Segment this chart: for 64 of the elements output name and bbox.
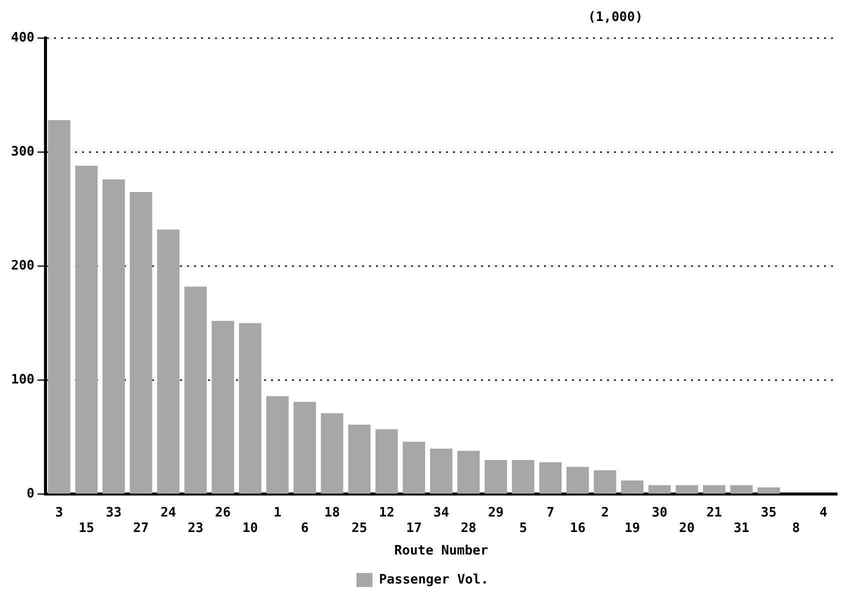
bar xyxy=(348,424,371,494)
x-tick-label: 35 xyxy=(760,505,777,520)
x-tick-label: 21 xyxy=(706,505,722,520)
bar xyxy=(184,286,207,494)
bar xyxy=(157,230,180,494)
x-tick-label: 29 xyxy=(488,505,504,520)
bar xyxy=(539,462,562,494)
bar xyxy=(702,485,726,494)
x-tick-label: 16 xyxy=(570,520,586,536)
bar xyxy=(212,320,234,494)
y-tick-label: 400 xyxy=(10,30,35,46)
y-tick-label: 0 xyxy=(26,486,35,502)
x-tick-label: 31 xyxy=(734,520,750,536)
bar xyxy=(402,442,426,494)
x-tick-label: 1 xyxy=(274,505,282,520)
x-tick-label: 17 xyxy=(406,520,422,536)
x-tick-label: 28 xyxy=(460,520,477,536)
bar xyxy=(594,470,616,494)
x-tick-label: 15 xyxy=(78,520,94,536)
bar xyxy=(648,485,671,494)
x-tick-label: 26 xyxy=(215,505,231,520)
bar xyxy=(484,460,508,494)
bar xyxy=(512,460,534,494)
bar xyxy=(75,166,98,494)
bar xyxy=(566,466,589,494)
text: (1,000) xyxy=(588,10,643,25)
bar xyxy=(676,485,698,494)
x-tick-label: 33 xyxy=(106,505,122,520)
legend-label: Passenger Vol. xyxy=(378,572,489,588)
x-tick-label: 8 xyxy=(792,520,800,536)
y-tick-label: 300 xyxy=(10,144,35,160)
bar xyxy=(730,485,753,494)
x-tick-label: 4 xyxy=(819,505,828,520)
bar xyxy=(320,413,344,494)
bar xyxy=(238,323,262,494)
bar xyxy=(48,120,70,494)
x-tick-label: 5 xyxy=(519,520,528,536)
bar xyxy=(130,192,152,494)
x-tick-label: 12 xyxy=(378,505,394,520)
x-tick-label: 23 xyxy=(188,520,204,536)
bar xyxy=(294,402,316,494)
x-tick-label: 24 xyxy=(160,505,176,520)
x-tick-label: 34 xyxy=(433,505,450,520)
bar xyxy=(102,179,125,494)
x-tick-label: 7 xyxy=(546,505,554,520)
y-tick-label: 100 xyxy=(10,372,35,388)
y-tick-label: 200 xyxy=(10,258,35,274)
bar xyxy=(375,429,398,494)
bar xyxy=(430,448,452,494)
x-tick-label: 20 xyxy=(679,520,695,536)
bar xyxy=(758,487,780,494)
x-tick-label: 18 xyxy=(324,505,340,520)
bar xyxy=(457,450,480,494)
x-tick-label: 27 xyxy=(133,520,149,536)
x-tick-label: 25 xyxy=(352,520,368,536)
x-axis-title: Route Number xyxy=(394,544,488,559)
bar xyxy=(266,396,289,494)
x-tick-label: 19 xyxy=(624,520,640,536)
x-tick-label: 2 xyxy=(601,505,609,520)
x-tick-label: 10 xyxy=(242,520,258,536)
bar xyxy=(621,480,644,494)
x-tick-label: 3 xyxy=(55,505,64,520)
x-tick-label: 30 xyxy=(652,505,668,520)
x-tick-label: 6 xyxy=(300,520,309,536)
